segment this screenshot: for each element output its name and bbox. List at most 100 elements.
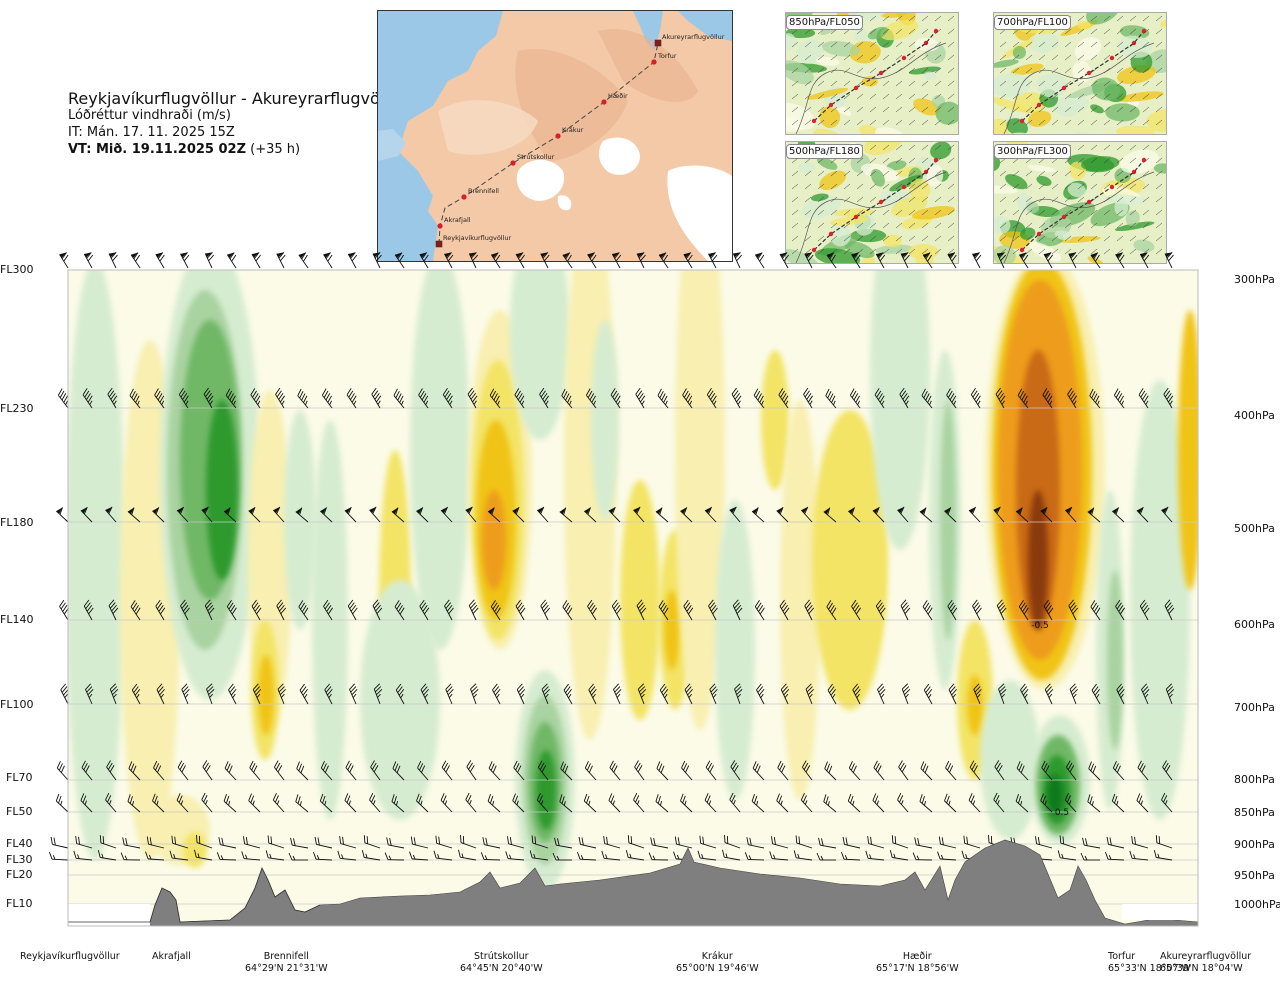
wind-barb	[601, 850, 621, 861]
mini-map-barb	[856, 93, 864, 100]
mini-map-barb	[1064, 196, 1072, 203]
mini-map-barb	[1038, 67, 1046, 74]
mini-map-barb	[1090, 41, 1098, 48]
wind-barb	[488, 761, 501, 781]
mini-map-barb	[1103, 67, 1111, 74]
wind-barb	[196, 834, 213, 849]
mini-map-blob	[1116, 125, 1155, 134]
mini-map-blob	[880, 13, 908, 18]
wind-barb	[248, 506, 261, 523]
mini-map-barb	[1142, 196, 1150, 203]
mini-map-barb	[1051, 119, 1059, 126]
mini-map-barb	[1155, 80, 1163, 87]
mini-map-blob	[911, 205, 955, 220]
mini-map-barb	[1103, 106, 1111, 113]
wind-barb	[177, 760, 189, 781]
mini-map-barb	[1025, 183, 1033, 190]
wind-barb	[369, 792, 381, 813]
wind-barb	[919, 507, 933, 523]
wind-barb	[345, 760, 357, 781]
mini-map-blob	[1029, 241, 1062, 262]
y-label-300hpa: 300hPa	[1234, 273, 1275, 286]
mini-map-barb	[856, 196, 864, 203]
mini-map-point	[853, 214, 859, 220]
wind-barb	[515, 252, 525, 269]
mini-map-point	[828, 102, 834, 108]
wind-barb	[561, 388, 573, 409]
wind-barb	[800, 793, 813, 813]
mini-map-barb	[1012, 222, 1020, 229]
mini-map-barb	[1025, 80, 1033, 87]
wind-barb	[226, 252, 237, 269]
wind-barb	[754, 600, 765, 621]
wind-barb	[347, 252, 358, 269]
mini-map-barb	[1103, 119, 1111, 126]
mini-map-barb	[1142, 209, 1150, 216]
wind-barb	[779, 252, 789, 269]
wind-barb	[875, 252, 886, 269]
mini-map-barb	[1038, 235, 1046, 242]
mini-map-barb	[1090, 209, 1098, 216]
mini-map-barb	[1025, 209, 1033, 216]
mini-map-barb	[1025, 119, 1033, 126]
mini-map-barb	[1012, 80, 1020, 87]
mini-map-blob	[860, 253, 875, 263]
mini-map-barb	[908, 222, 916, 229]
wind-barb	[578, 836, 597, 849]
wind-barb	[1064, 793, 1077, 813]
wind-barb	[847, 793, 861, 813]
wind-barb	[972, 599, 982, 621]
mini-map-blob	[1090, 104, 1104, 114]
field-blob	[258, 655, 274, 735]
mini-map-barb	[791, 183, 799, 190]
wind-barb	[204, 599, 215, 621]
mini-map-barb	[1051, 41, 1059, 48]
wind-barb	[1089, 388, 1101, 409]
mini-map-barb	[1051, 235, 1059, 242]
mini-map-label: 500hPa/FL180	[786, 144, 863, 159]
mini-map-barb	[1116, 170, 1124, 177]
wind-barb	[948, 683, 957, 705]
wind-barb	[1068, 599, 1079, 621]
mini-map-barb	[1012, 183, 1020, 190]
wind-barb	[1087, 794, 1101, 813]
mini-map-barb	[908, 144, 916, 151]
field-blob	[482, 490, 506, 590]
mini-map-barb	[1051, 170, 1059, 177]
mini-map-barb	[1064, 119, 1072, 126]
mini-map-barb	[830, 235, 838, 242]
wind-barb	[75, 835, 93, 849]
wind-barb	[482, 837, 501, 849]
mini-map-barb	[1129, 80, 1137, 87]
wind-barb	[777, 760, 789, 781]
mini-map-field	[786, 142, 958, 263]
wind-barb	[1020, 683, 1029, 705]
mini-map-barb	[817, 196, 825, 203]
mini-map-barb	[921, 222, 929, 229]
field-blob	[620, 480, 660, 720]
mini-map-blob	[1119, 25, 1150, 40]
mini-map-barb	[804, 119, 812, 126]
wind-barb	[145, 851, 165, 861]
mini-map-point	[853, 85, 859, 91]
mini-map-barb	[817, 106, 825, 113]
wind-barb	[155, 252, 165, 269]
mini-map-barb	[908, 196, 916, 203]
mini-map-barb	[999, 41, 1007, 48]
wind-barb	[1115, 252, 1125, 269]
mini-map-barb	[999, 196, 1007, 203]
wind-barb	[912, 852, 933, 861]
wind-barb	[83, 599, 94, 621]
wind-barb	[371, 387, 382, 409]
mini-map-barb	[1116, 106, 1124, 113]
mini-map-blob	[994, 185, 1018, 194]
mini-map-barb	[934, 54, 942, 61]
y-label-fl140: FL140	[0, 613, 34, 626]
wind-barb	[323, 252, 333, 269]
mini-map-barb	[999, 183, 1007, 190]
mini-map-barb	[947, 93, 955, 100]
mini-map-barb	[947, 248, 955, 255]
mini-map-barb	[895, 144, 903, 151]
mini-map-barb	[1103, 235, 1111, 242]
wind-barb	[1139, 599, 1150, 621]
